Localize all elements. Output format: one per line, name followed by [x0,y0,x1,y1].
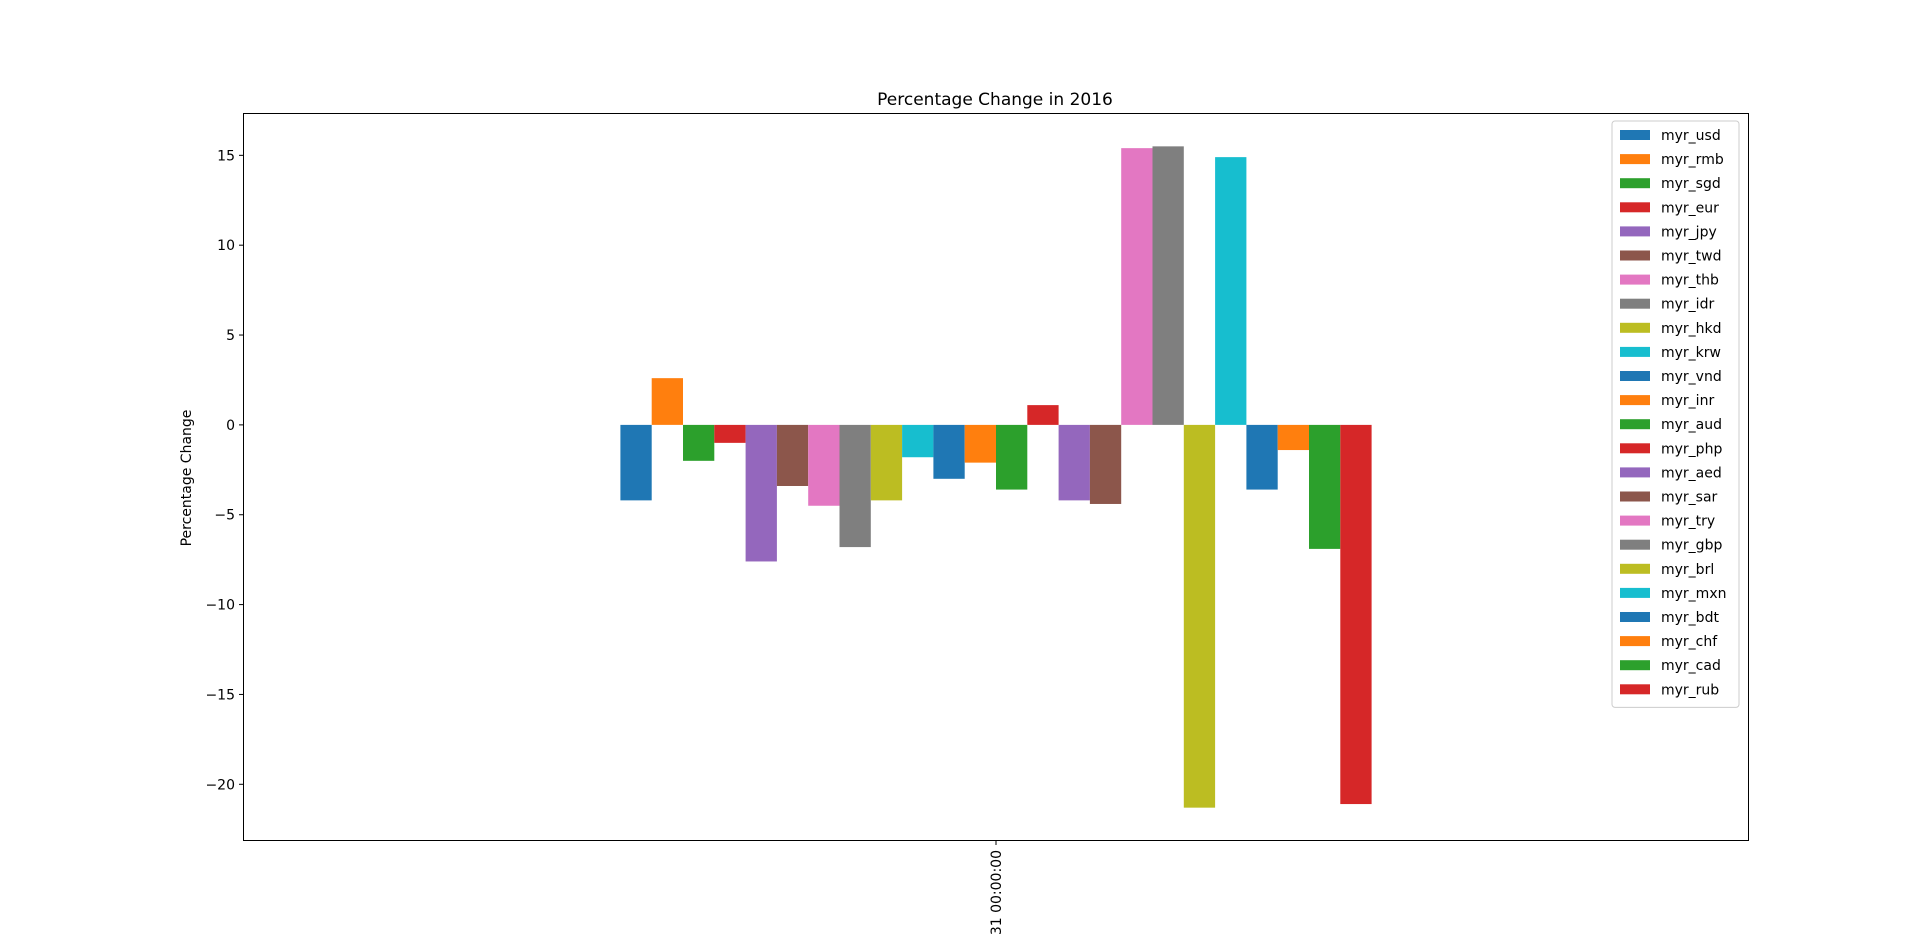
legend-label-myr_sgd: myr_sgd [1661,176,1721,192]
bar-myr_eur [714,424,746,443]
y-axis-label: Percentage Change [179,410,195,547]
bar-myr_mxn [1215,157,1247,425]
y-tick-label: −20 [205,777,235,793]
legend-box [1611,120,1740,708]
bar-myr_rmb [651,378,683,425]
bar-myr_rub [1340,424,1372,805]
bar-myr_sgd [683,424,715,461]
legend-label-myr_aud: myr_aud [1661,417,1722,433]
legend-swatch-myr_mxn [1620,587,1650,598]
legend-swatch-myr_jpy [1620,226,1650,237]
legend-swatch-myr_idr [1620,298,1650,309]
legend-label-myr_aed: myr_aed [1661,465,1722,481]
x-axis-ticks: 31 00:00:00 [989,840,1005,934]
bar-myr_jpy [745,424,777,562]
chart-title: Percentage Change in 2016 [877,90,1113,110]
legend-swatch-myr_gbp [1620,539,1650,550]
legend-label-myr_brl: myr_brl [1661,562,1714,578]
legend-swatch-myr_sgd [1620,178,1650,189]
bar-myr_bdt [1246,424,1278,490]
legend-label-myr_gbp: myr_gbp [1661,538,1722,554]
legend-label-myr_krw: myr_krw [1661,345,1721,361]
legend-label-myr_sar: myr_sar [1661,490,1718,506]
legend-label-myr_jpy: myr_jpy [1661,224,1717,240]
y-tick-label: 10 [217,238,235,254]
bar-myr_sar [1089,424,1122,504]
legend-swatch-myr_aud [1620,419,1650,430]
bars-group [620,146,1372,808]
legend-swatch-myr_aed [1620,467,1650,478]
bar-myr_twd [776,424,809,486]
bar-myr_chf [1277,424,1309,451]
legend-swatch-myr_rub [1620,684,1650,695]
legend-swatch-myr_vnd [1620,371,1650,381]
x-tick-label: 31 00:00:00 [989,850,1005,934]
bar-myr_idr [839,424,871,548]
legend-swatch-myr_bdt [1620,612,1650,622]
legend-swatch-myr_hkd [1620,322,1650,333]
bar-myr_try [1121,148,1153,425]
bar-myr_cad [1309,424,1341,549]
bar-myr_inr [964,424,996,463]
legend-swatch-myr_thb [1620,274,1650,285]
bar-myr_php [1027,405,1059,425]
y-tick-label: 15 [217,148,235,164]
legend-label-myr_inr: myr_inr [1661,393,1714,409]
bar-myr_aed [1058,424,1090,501]
legend-label-myr_usd: myr_usd [1661,128,1721,144]
legend-swatch-myr_usd [1620,130,1650,140]
legend-swatch-myr_krw [1620,346,1650,357]
legend-swatch-myr_rmb [1620,154,1650,165]
legend-label-myr_bdt: myr_bdt [1661,610,1719,626]
legend-label-myr_vnd: myr_vnd [1661,369,1722,385]
bar-myr_usd [620,424,652,501]
legend-swatch-myr_sar [1620,491,1650,502]
legend-label-myr_eur: myr_eur [1661,200,1719,216]
legend-swatch-myr_twd [1620,250,1650,261]
legend-label-myr_rub: myr_rub [1661,682,1719,698]
legend-swatch-myr_try [1620,515,1650,526]
bar-myr_krw [902,424,934,458]
legend-label-myr_twd: myr_twd [1661,249,1722,265]
y-tick-label: −5 [214,508,235,524]
legend-label-myr_mxn: myr_mxn [1661,586,1726,602]
bar-myr_brl [1183,424,1216,808]
legend-swatch-myr_php [1620,443,1650,454]
legend-swatch-myr_cad [1620,660,1650,671]
bar-myr_hkd [870,424,903,501]
legend-label-myr_try: myr_try [1661,514,1715,530]
y-tick-label: −15 [205,687,235,703]
y-tick-label: 5 [226,328,235,344]
legend-swatch-myr_brl [1620,563,1650,574]
legend-label-myr_rmb: myr_rmb [1661,152,1724,168]
bar-myr_gbp [1152,146,1184,425]
bar-myr_vnd [933,424,965,479]
legend-label-myr_thb: myr_thb [1661,273,1719,289]
y-tick-label: 0 [226,418,235,434]
legend-label-myr_idr: myr_idr [1661,297,1714,313]
bar-myr_thb [808,424,840,506]
legend-label-myr_chf: myr_chf [1661,634,1718,650]
y-tick-label: −10 [205,598,235,614]
legend-label-myr_php: myr_php [1661,441,1722,457]
legend: myr_usd myr_rmb myr_sgd myr_eur myr_jpy myr_t… [1611,120,1740,708]
legend-label-myr_hkd: myr_hkd [1661,321,1722,337]
legend-label-myr_cad: myr_cad [1661,658,1721,674]
y-axis-ticks: 15 10 5 0 −5 −10 −15 −20 [205,148,244,793]
bar-myr_aud [996,424,1028,490]
legend-swatch-myr_chf [1620,636,1650,647]
legend-swatch-myr_inr [1620,395,1650,406]
legend-swatch-myr_eur [1620,202,1650,213]
